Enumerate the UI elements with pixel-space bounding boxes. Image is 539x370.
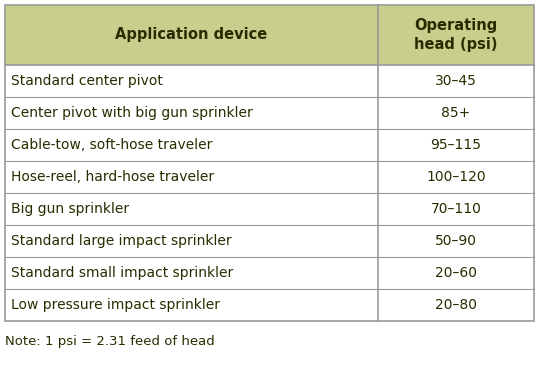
Text: Standard center pivot: Standard center pivot	[11, 74, 163, 88]
Text: Center pivot with big gun sprinkler: Center pivot with big gun sprinkler	[11, 106, 253, 120]
Text: Big gun sprinkler: Big gun sprinkler	[11, 202, 129, 216]
Bar	[5, 257, 534, 289]
Text: 20–60: 20–60	[435, 266, 477, 280]
Bar	[5, 5, 534, 65]
Text: 100–120: 100–120	[426, 170, 486, 184]
Bar	[5, 5, 534, 321]
Text: Low pressure impact sprinkler: Low pressure impact sprinkler	[11, 298, 220, 312]
Text: 20–80: 20–80	[435, 298, 477, 312]
Bar	[5, 225, 534, 257]
Bar	[5, 193, 534, 225]
Text: 50–90: 50–90	[435, 234, 477, 248]
Text: Standard large impact sprinkler: Standard large impact sprinkler	[11, 234, 232, 248]
Text: Hose-reel, hard-hose traveler: Hose-reel, hard-hose traveler	[11, 170, 214, 184]
Text: Application device: Application device	[115, 27, 267, 43]
Bar	[5, 289, 534, 321]
Bar	[5, 129, 534, 161]
Bar	[5, 65, 534, 97]
Text: 70–110: 70–110	[431, 202, 481, 216]
Text: Cable-tow, soft-hose traveler: Cable-tow, soft-hose traveler	[11, 138, 212, 152]
Text: Operating
head (psi): Operating head (psi)	[414, 18, 497, 52]
Text: 30–45: 30–45	[435, 74, 477, 88]
Text: 95–115: 95–115	[431, 138, 481, 152]
Text: Note: 1 psi = 2.31 feed of head: Note: 1 psi = 2.31 feed of head	[5, 335, 215, 348]
Bar	[5, 97, 534, 129]
Bar	[5, 161, 534, 193]
Text: 85+: 85+	[441, 106, 471, 120]
Text: Standard small impact sprinkler: Standard small impact sprinkler	[11, 266, 233, 280]
